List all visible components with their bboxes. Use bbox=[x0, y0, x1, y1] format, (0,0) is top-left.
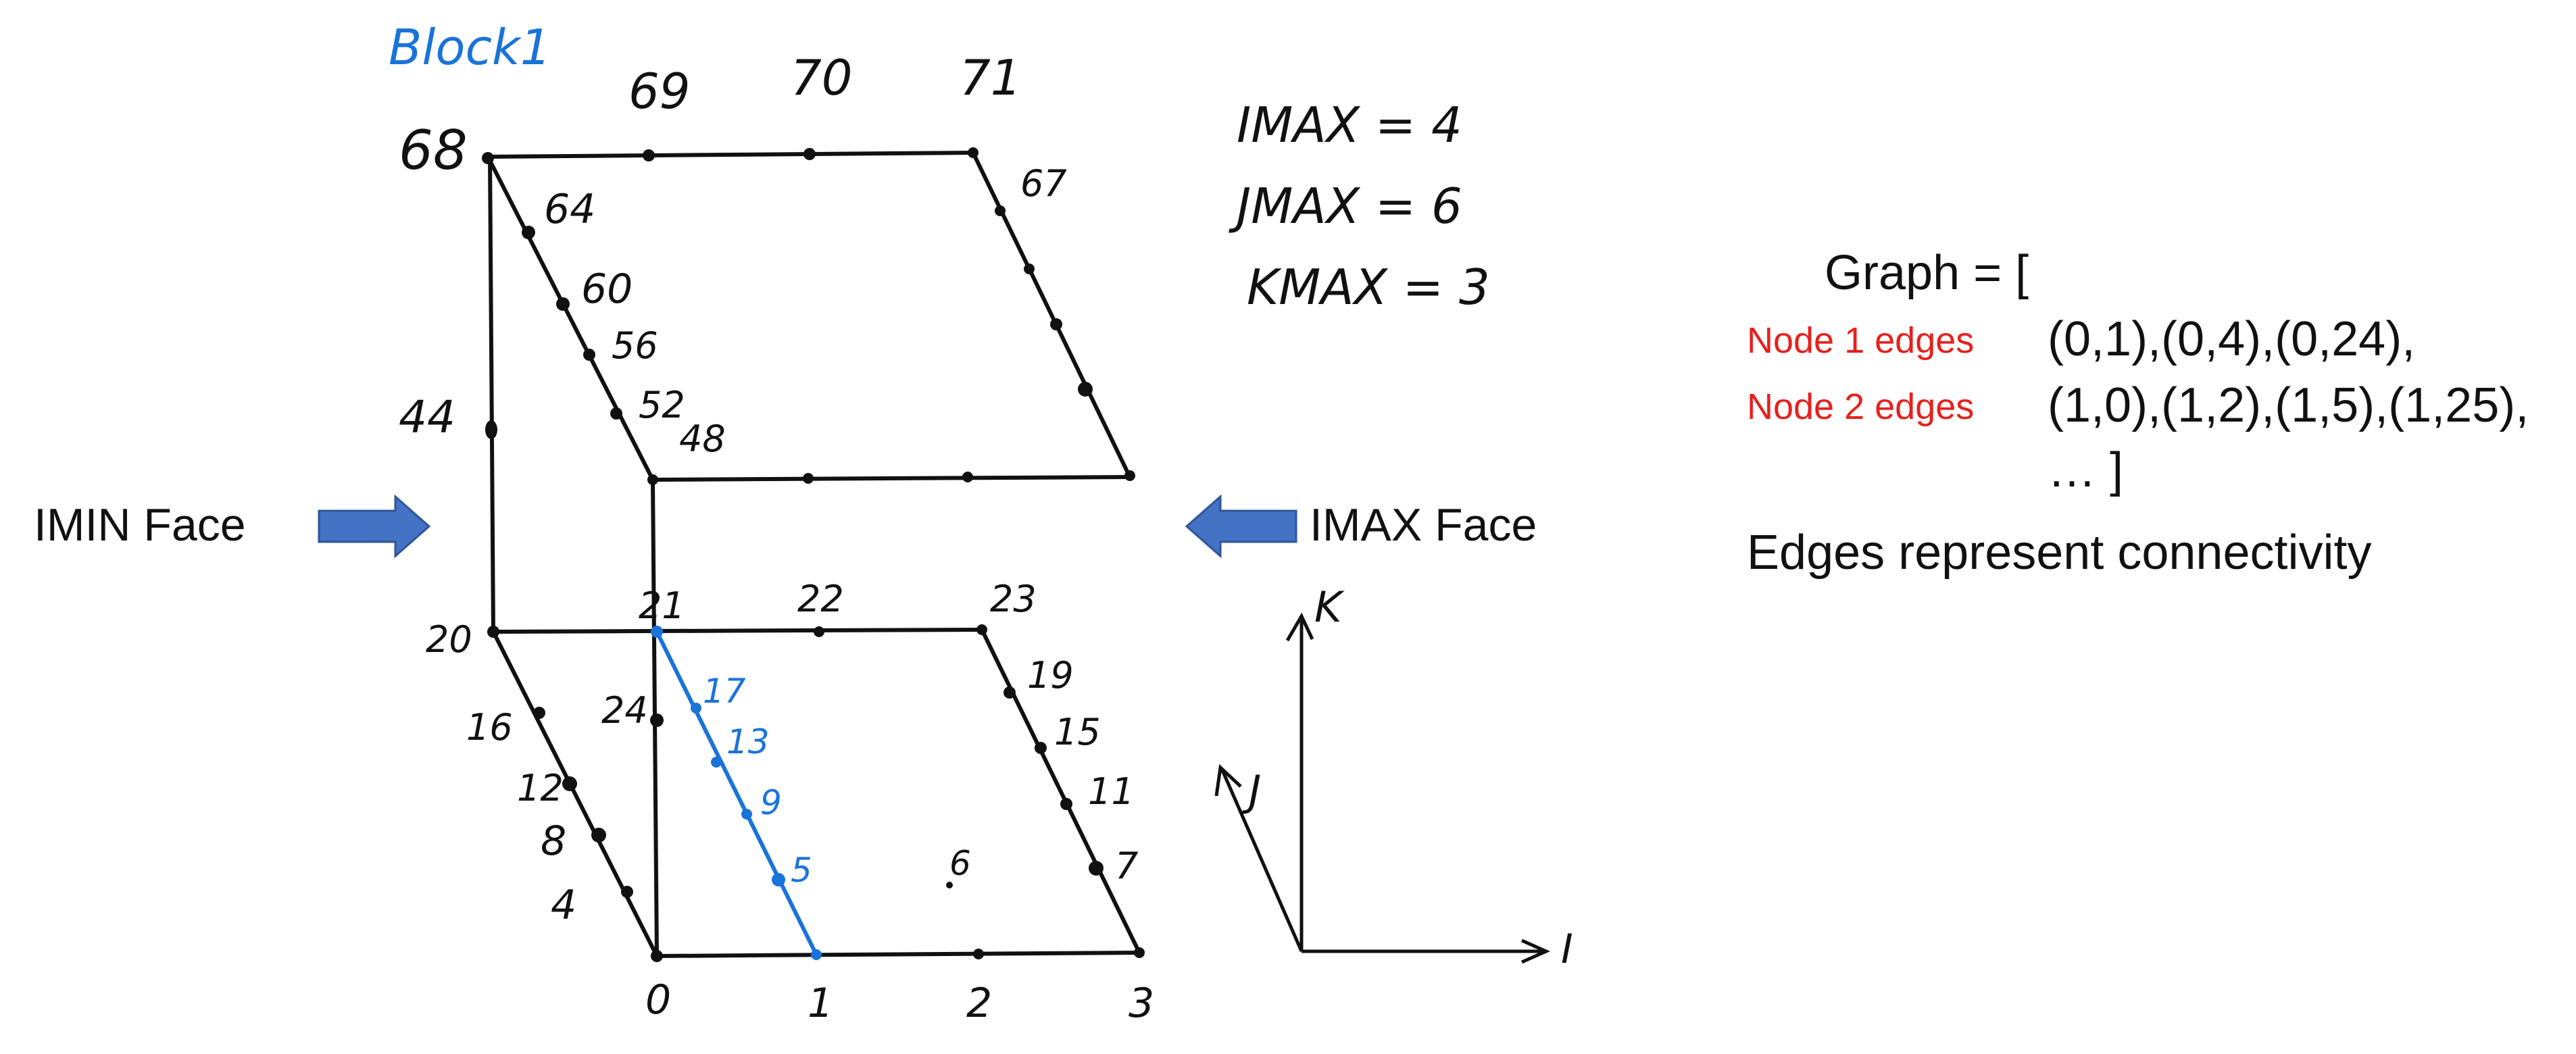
node-label-5: 5 bbox=[791, 851, 812, 890]
node-label-67: 67 bbox=[1020, 162, 1067, 205]
node-label-64: 64 bbox=[544, 186, 595, 233]
node-dots bbox=[482, 147, 1145, 962]
highlighted-node-dots bbox=[651, 626, 822, 960]
j-axis-label: J bbox=[1241, 766, 1261, 815]
node-label-69: 69 bbox=[628, 63, 691, 120]
node-label-22: 22 bbox=[797, 578, 844, 620]
highlighted-edge bbox=[655, 630, 818, 956]
node-label-4: 4 bbox=[551, 882, 576, 929]
node-label-9: 9 bbox=[760, 783, 782, 822]
imin-arrow bbox=[318, 494, 431, 559]
node-label-8: 8 bbox=[541, 818, 566, 865]
node-1-edges-list: (0,1),(0,4),(0,24), bbox=[2048, 312, 2415, 366]
node-label-11: 11 bbox=[1088, 770, 1135, 813]
node-label-52: 52 bbox=[639, 384, 685, 426]
node-1-edges-label: Node 1 edges bbox=[1747, 320, 1974, 361]
node-label-20: 20 bbox=[426, 618, 472, 661]
node-label-1: 1 bbox=[808, 980, 833, 1027]
node-label-12: 12 bbox=[517, 767, 564, 809]
node-label-24: 24 bbox=[601, 689, 648, 732]
jmax-dimension: JMAX = 6 bbox=[1229, 178, 1462, 234]
node-label-44: 44 bbox=[399, 391, 455, 443]
i-axis-label: I bbox=[1561, 926, 1573, 973]
kmax-dimension: KMAX = 3 bbox=[1247, 259, 1490, 316]
node-label-48: 48 bbox=[679, 418, 726, 460]
block-label: Block1 bbox=[389, 19, 551, 76]
node-label-16: 16 bbox=[466, 706, 513, 749]
node-label-6: 6 bbox=[949, 844, 971, 883]
bottom-face bbox=[491, 628, 1141, 958]
node-label-3: 3 bbox=[1129, 980, 1154, 1027]
node-label-7: 7 bbox=[1115, 845, 1138, 887]
node-label-13: 13 bbox=[726, 722, 770, 761]
node-label-0: 0 bbox=[645, 976, 671, 1024]
graph-caption: Edges represent connectivity bbox=[1747, 526, 2372, 580]
imin-face-label: IMIN Face bbox=[34, 499, 246, 551]
node-label-71: 71 bbox=[960, 49, 1022, 106]
k-axis-label: K bbox=[1314, 582, 1345, 632]
node-label-23: 23 bbox=[990, 578, 1037, 620]
node-label-68: 68 bbox=[399, 119, 468, 182]
graph-close: … ] bbox=[2048, 443, 2123, 497]
node-label-2: 2 bbox=[966, 980, 992, 1027]
node-label-15: 15 bbox=[1054, 711, 1101, 753]
imax-dimension: IMAX = 4 bbox=[1237, 97, 1462, 153]
node-label-17: 17 bbox=[703, 672, 746, 711]
node-label-19: 19 bbox=[1027, 654, 1074, 697]
imax-arrow bbox=[1185, 494, 1297, 559]
node-label-60: 60 bbox=[581, 266, 633, 313]
axis-triad bbox=[1214, 612, 1551, 964]
node-2-edges-label: Node 2 edges bbox=[1747, 386, 1974, 427]
node-label-21: 21 bbox=[639, 584, 685, 627]
imax-face-label: IMAX Face bbox=[1310, 499, 1537, 551]
node-label-70: 70 bbox=[791, 49, 853, 106]
node-label-56: 56 bbox=[612, 324, 658, 367]
node-2-edges-list: (1,0),(1,2),(1,5),(1,25), bbox=[2048, 378, 2529, 432]
graph-header: Graph = [ bbox=[1825, 246, 2029, 300]
